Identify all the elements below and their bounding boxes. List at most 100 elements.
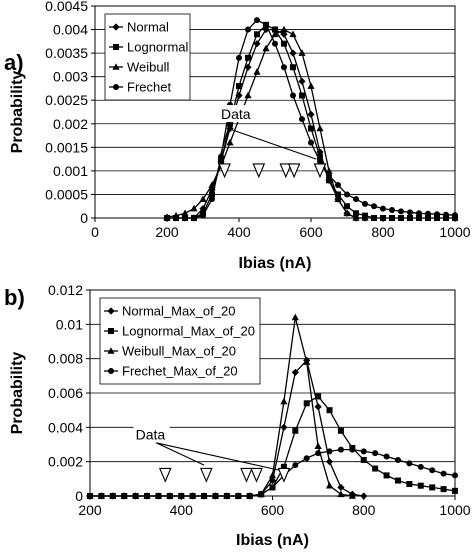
legend-label: Normal_Max_of_20 [122, 304, 235, 319]
chart-a: 0 0.0005 0.001 0.0015 0.002 0.0025 0.003 0.0035… [4, 0, 471, 272]
data-point [440, 470, 447, 477]
data-point [452, 212, 458, 219]
legend-box [99, 297, 261, 385]
data-point [434, 215, 440, 221]
annotation-arrow [155, 442, 205, 466]
data-point [109, 493, 116, 499]
legend-marker [107, 307, 115, 315]
data-point [380, 215, 386, 221]
data-point [144, 493, 151, 499]
y-tick-label: 0.002 [53, 116, 88, 132]
data-point [326, 448, 333, 455]
x-tick-label: 200 [78, 502, 102, 518]
data-point [298, 49, 306, 56]
x-axis-label: Ibias (nA) [239, 255, 312, 272]
data-point [383, 472, 390, 479]
data-point [98, 493, 105, 499]
data-point [272, 26, 278, 33]
legend-label: Normal [127, 20, 169, 35]
data-point [280, 423, 288, 431]
data-point [335, 191, 341, 198]
data-point [417, 463, 424, 470]
data-point [398, 208, 404, 215]
data-point [360, 492, 368, 500]
data-point [440, 486, 447, 493]
data-point [443, 211, 449, 218]
y-tick-label: 0.003 [53, 69, 88, 85]
data-point [360, 456, 367, 463]
data-point [353, 210, 359, 217]
data-point [290, 64, 296, 71]
data-point [253, 68, 261, 75]
data-point [407, 209, 413, 216]
y-tick-label: 0 [75, 488, 83, 504]
data-point [335, 182, 341, 189]
data-point [280, 463, 287, 470]
data-point [303, 455, 310, 462]
data-point [371, 203, 377, 210]
data-point [201, 493, 208, 499]
x-tick-label: 400 [170, 502, 194, 518]
data-point [372, 465, 379, 472]
legend-marker [108, 328, 114, 334]
data-point [308, 125, 314, 132]
data-point [281, 40, 287, 47]
x-tick-label: 800 [371, 224, 395, 240]
data-point [315, 393, 322, 400]
data-point [307, 82, 315, 89]
x-axis-label: Ibias (nA) [236, 532, 309, 549]
data-point [209, 196, 215, 203]
data-point [307, 110, 315, 118]
data-point [244, 63, 252, 71]
data-point [326, 172, 332, 179]
data-point [254, 17, 260, 24]
data-point [425, 215, 431, 221]
x-tick-label: 1000 [439, 502, 470, 518]
x-tick-label: 0 [91, 224, 99, 240]
data-point [292, 462, 299, 469]
data-point [236, 83, 242, 90]
data-point [291, 368, 299, 376]
data-point [254, 31, 260, 38]
y-tick-label: 0.006 [48, 385, 83, 401]
data-point [223, 493, 230, 499]
data-point [209, 191, 215, 198]
data-point [182, 215, 188, 221]
y-axis-label: Probability [9, 352, 26, 435]
data-point [244, 91, 252, 99]
data-point [443, 215, 449, 221]
data-point [280, 397, 288, 405]
y-tick-label: 0.008 [48, 351, 83, 367]
data-point [314, 442, 322, 450]
data-point [337, 490, 345, 498]
data-marker [277, 467, 291, 483]
data-point [298, 77, 306, 85]
data-point [337, 446, 344, 453]
annotation-arrow [228, 127, 317, 160]
data-point [208, 181, 216, 188]
annotation-text: Data [221, 106, 251, 122]
data-point [429, 484, 436, 491]
legend-marker [112, 23, 120, 31]
data-point [226, 138, 234, 146]
data-point [344, 203, 350, 210]
data-point [178, 493, 185, 499]
data-point [289, 49, 297, 57]
data-point [235, 493, 242, 499]
data-marker [218, 163, 231, 179]
y-tick-label: 0.0005 [45, 186, 88, 202]
data-point [349, 446, 356, 453]
data-point [383, 453, 390, 460]
data-point [281, 64, 287, 71]
data-marker [240, 467, 253, 483]
data-point [407, 215, 413, 221]
y-tick-label: 0.004 [53, 22, 88, 38]
data-point [398, 215, 404, 221]
x-tick-label: 200 [155, 224, 179, 240]
data-point [416, 210, 422, 217]
data-point [389, 215, 395, 221]
legend-marker [113, 44, 119, 50]
data-point [325, 458, 334, 466]
data-point [290, 92, 296, 99]
